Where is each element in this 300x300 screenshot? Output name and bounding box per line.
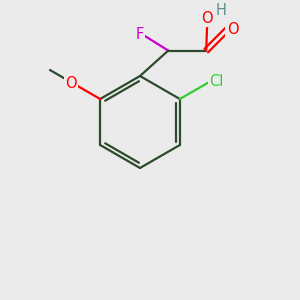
Text: Cl: Cl bbox=[209, 74, 224, 89]
Text: O: O bbox=[65, 76, 77, 92]
Text: F: F bbox=[136, 27, 144, 42]
Text: H: H bbox=[216, 3, 227, 18]
Text: O: O bbox=[202, 11, 213, 26]
Text: O: O bbox=[226, 22, 238, 37]
